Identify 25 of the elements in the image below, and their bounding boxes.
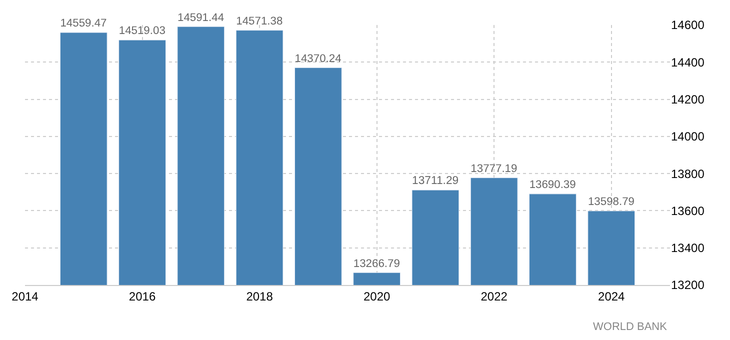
y-tick-label: 13400 — [671, 241, 705, 256]
data-label: 14519.03 — [118, 25, 166, 38]
data-label: 13598.79 — [588, 196, 634, 208]
data-label: 13777.19 — [470, 163, 518, 176]
data-label: 14571.38 — [236, 16, 283, 28]
data-label: 13690.39 — [529, 179, 576, 192]
y-tick-label: 14000 — [671, 130, 705, 144]
data-label: 13266.79 — [353, 258, 400, 270]
x-tick-label: 2024 — [598, 289, 626, 304]
y-tick-label: 13200 — [671, 278, 705, 292]
data-label: 13711.29 — [412, 175, 459, 188]
text: WORLD BANK — [593, 321, 668, 333]
x-tick-label: 2022 — [480, 289, 508, 304]
x-tick-label: 2016 — [128, 289, 156, 304]
y-tick-label: 14400 — [671, 55, 705, 70]
data-label: 14591.44 — [177, 12, 224, 24]
y-tick-label: 14600 — [671, 18, 705, 32]
y-tick-label: 14200 — [671, 92, 705, 106]
y-tick-label: 13600 — [671, 204, 705, 218]
y-tick-label: 13800 — [671, 166, 705, 181]
x-tick-label: 2014 — [12, 289, 39, 304]
x-tick-label: 2020 — [363, 289, 390, 304]
x-tick-label: 2018 — [246, 289, 274, 304]
data-label: 14370.24 — [294, 52, 342, 65]
data-label: 14559.47 — [60, 18, 107, 30]
